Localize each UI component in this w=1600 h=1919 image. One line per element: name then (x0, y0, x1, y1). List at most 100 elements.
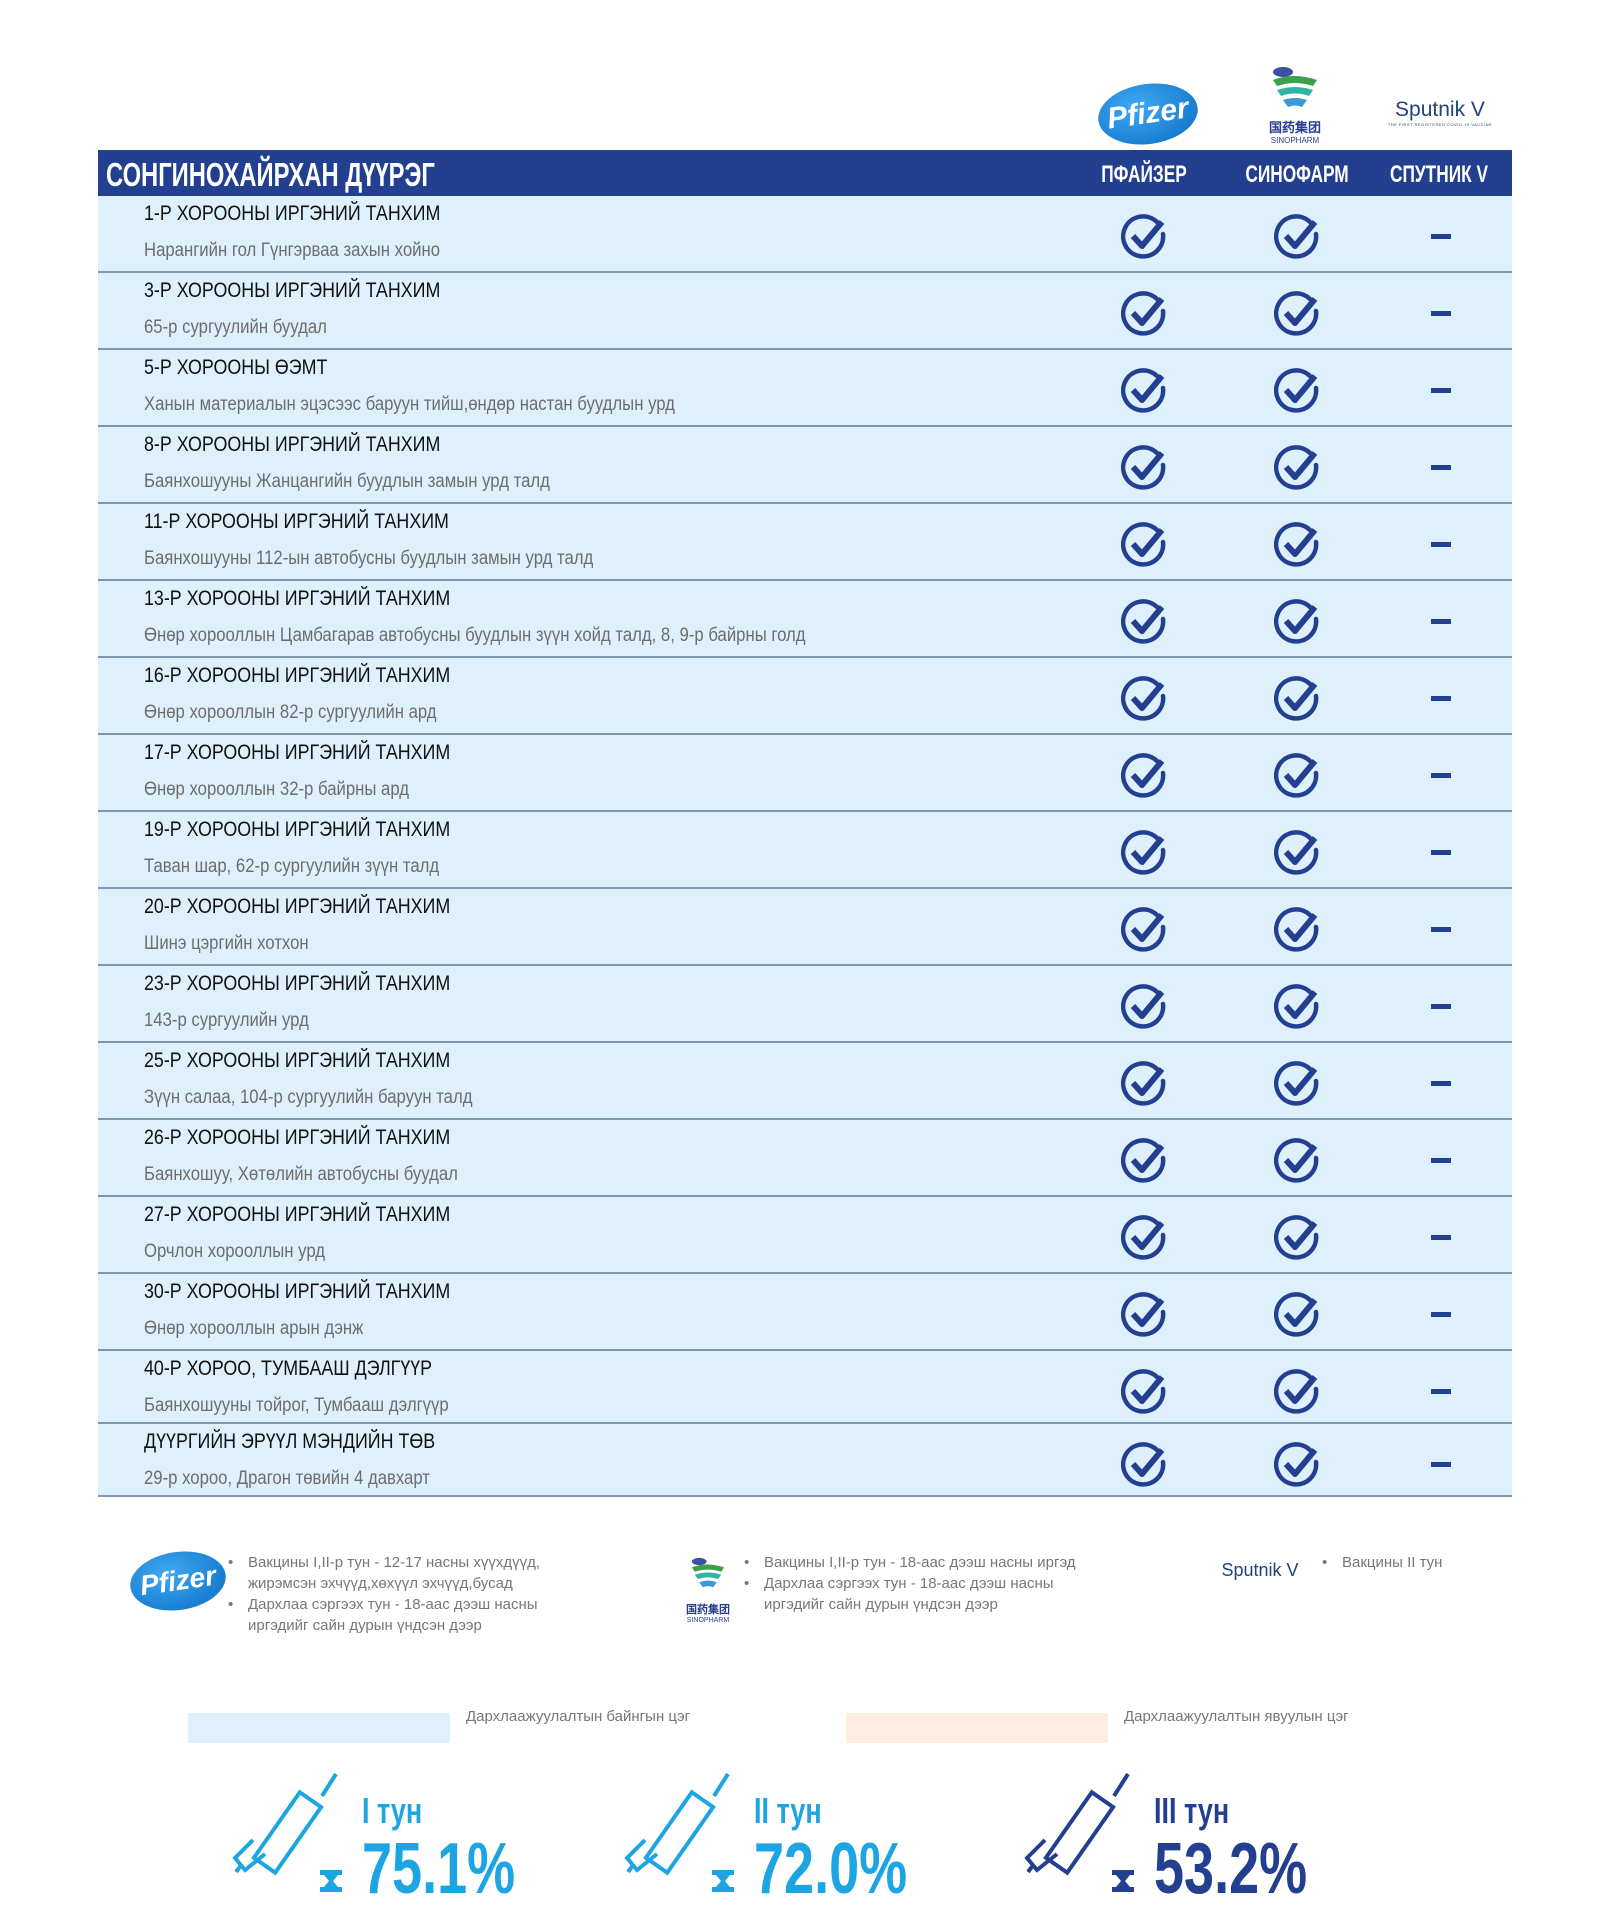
site-name: 13-Р ХОРООНЫ ИРГЭНИЙ ТАНХИМ (144, 587, 451, 610)
dash-icon (1431, 311, 1451, 316)
site-address: Өнөр хорооллын арын дэнж (144, 1318, 364, 1339)
mobile-site-label: Дархлаажуулалтын явуулын цэг (1124, 1708, 1349, 1725)
check-circle-icon (1273, 291, 1320, 337)
check-circle-icon (1120, 1215, 1167, 1261)
fixed-site-swatch (188, 1713, 450, 1743)
pfizer-legend: Вакцины I,II-р тун - 12-17 насны хүүхдүү… (228, 1552, 568, 1636)
dose-label: III тун (1154, 1790, 1230, 1831)
check-circle-icon (1273, 1292, 1320, 1338)
site-address: 143-р сургуулийн урд (144, 1010, 309, 1031)
dash-icon (1431, 542, 1451, 547)
dash-icon (1431, 1462, 1451, 1467)
dose-percent: 53.2% (1154, 1829, 1308, 1909)
vaccination-sites-table: 1-Р ХОРООНЫ ИРГЭНИЙ ТАНХИМ Нарангийн гол… (98, 196, 1512, 1497)
legend-item: Вакцины II тун (1322, 1552, 1522, 1573)
site-address: 65-р сургуулийн буудал (144, 317, 327, 338)
fixed-site-label: Дархлаажуулалтын байнгын цэг (466, 1708, 691, 1725)
column-sputnik: СПУТНИК V (1390, 161, 1488, 188)
check-circle-icon (1120, 214, 1167, 260)
table-row: 26-Р ХОРООНЫ ИРГЭНИЙ ТАНХИМ Баянхошуу, Х… (98, 1120, 1512, 1197)
site-address: Таван шар, 62-р сургуулийн зүүн талд (144, 856, 440, 877)
table-row: 16-Р ХОРООНЫ ИРГЭНИЙ ТАНХИМ Өнөр хороолл… (98, 658, 1512, 735)
site-name: 5-Р ХОРООНЫ ӨЭМТ (144, 356, 328, 379)
check-circle-icon (1120, 1292, 1167, 1338)
check-circle-icon (1273, 214, 1320, 260)
dash-icon (1431, 1158, 1451, 1163)
site-address: Ханын материалын эцэсээс баруун тийш,өнд… (144, 394, 675, 415)
site-name: 3-Р ХОРООНЫ ИРГЭНИЙ ТАНХИМ (144, 279, 441, 302)
site-address: Зүүн салаа, 104-р сургуулийн баруун талд (144, 1087, 473, 1108)
table-row: 1-Р ХОРООНЫ ИРГЭНИЙ ТАНХИМ Нарангийн гол… (98, 196, 1512, 273)
dash-icon (1431, 1235, 1451, 1240)
table-row: 40-Р ХОРОО, ТУМБААШ ДЭЛГҮҮР Баянхошууны … (98, 1351, 1512, 1424)
site-address: Баянхошууны Жанцангийн буудлын замын урд… (144, 471, 550, 492)
check-circle-icon (1120, 907, 1167, 953)
check-circle-icon (1273, 984, 1320, 1030)
sputnik-legend-logo: Sputnik V (1221, 1560, 1299, 1580)
dose-percent: 72.0% (754, 1829, 908, 1909)
site-name: 16-Р ХОРООНЫ ИРГЭНИЙ ТАНХИМ (144, 664, 451, 687)
site-address: Нарангийн гол Гүнгэрваа захын хойно (144, 240, 441, 261)
site-address: Баянхошууны тойрог, Тумбааш дэлгүүр (144, 1395, 449, 1416)
check-circle-icon (1120, 522, 1167, 568)
site-address: Өнөр хорооллын 82-р сургуулийн ард (144, 702, 437, 723)
dash-icon (1431, 696, 1451, 701)
site-address: Баянхошууны 112-ын автобусны буудлын зам… (144, 548, 594, 569)
site-address: Өнөр хорооллын 32-р байрны ард (144, 779, 410, 800)
sinopharm-en: SINOPHARM (686, 1617, 730, 1624)
check-circle-icon (1120, 830, 1167, 876)
syringe-icon (232, 1772, 342, 1892)
dash-icon (1431, 850, 1451, 855)
check-circle-icon (1273, 830, 1320, 876)
legend-item: Вакцины I,II-р тун - 12-17 насны хүүхдүү… (228, 1552, 568, 1594)
check-circle-icon (1273, 676, 1320, 722)
dose-label: I тун (362, 1790, 423, 1831)
site-name: ДҮҮРГИЙН ЭРҮҮЛ МЭНДИЙН ТӨВ (144, 1430, 436, 1453)
check-circle-icon (1273, 1442, 1320, 1488)
table-row: 8-Р ХОРООНЫ ИРГЭНИЙ ТАНХИМ Баянхошууны Ж… (98, 427, 1512, 504)
dash-icon (1431, 1312, 1451, 1317)
table-row: 30-Р ХОРООНЫ ИРГЭНИЙ ТАНХИМ Өнөр хороолл… (98, 1274, 1512, 1351)
dash-icon (1431, 619, 1451, 624)
check-circle-icon (1120, 984, 1167, 1030)
check-circle-icon (1273, 1061, 1320, 1107)
check-circle-icon (1273, 907, 1320, 953)
table-row: ДҮҮРГИЙН ЭРҮҮЛ МЭНДИЙН ТӨВ 29-р хороо, Д… (98, 1424, 1512, 1497)
site-address: Өнөр хорооллын Цамбагарав автобусны бууд… (144, 625, 806, 646)
dash-icon (1431, 1389, 1451, 1394)
check-circle-icon (1120, 599, 1167, 645)
check-circle-icon (1120, 291, 1167, 337)
table-row: 25-Р ХОРООНЫ ИРГЭНИЙ ТАНХИМ Зүүн салаа, … (98, 1043, 1512, 1120)
check-circle-icon (1120, 445, 1167, 491)
check-circle-icon (1273, 445, 1320, 491)
dose-stat: III тун 53.2% (1020, 1770, 1340, 1909)
check-circle-icon (1120, 368, 1167, 414)
dash-icon (1431, 773, 1451, 778)
table-header: СОНГИНОХАЙРХАН ДҮҮРЭГ ПФАЙЗЕР СИНОФАРМ С… (98, 150, 1512, 196)
dose-stat: I тун 75.1% (228, 1770, 548, 1909)
site-name: 8-Р ХОРООНЫ ИРГЭНИЙ ТАНХИМ (144, 433, 441, 456)
table-row: 3-Р ХОРООНЫ ИРГЭНИЙ ТАНХИМ 65-р сургуули… (98, 273, 1512, 350)
site-address: Шинэ цэргийн хотхон (144, 933, 309, 954)
table-row: 20-Р ХОРООНЫ ИРГЭНИЙ ТАНХИМ Шинэ цэргийн… (98, 889, 1512, 966)
column-pfizer: ПФАЙЗЕР (1101, 161, 1187, 188)
pfizer-legend-logo: Pfizer (126, 1545, 230, 1617)
dose-label: II тун (754, 1790, 822, 1831)
site-name: 40-Р ХОРОО, ТУМБААШ ДЭЛГҮҮР (144, 1357, 433, 1380)
dash-icon (1431, 1081, 1451, 1086)
check-circle-icon (1273, 1369, 1320, 1415)
table-row: 19-Р ХОРООНЫ ИРГЭНИЙ ТАНХИМ Таван шар, 6… (98, 812, 1512, 889)
district-title: СОНГИНОХАЙРХАН ДҮҮРЭГ (106, 156, 435, 193)
legend-item: Дархлаа сэргээх тун - 18-аас дээш насны … (744, 1573, 1104, 1615)
table-row: 5-Р ХОРООНЫ ӨЭМТ Ханын материалын эцэсээ… (98, 350, 1512, 427)
site-name: 1-Р ХОРООНЫ ИРГЭНИЙ ТАНХИМ (144, 202, 441, 225)
table-row: 27-Р ХОРООНЫ ИРГЭНИЙ ТАНХИМ Орчлон хороо… (98, 1197, 1512, 1274)
site-name: 19-Р ХОРООНЫ ИРГЭНИЙ ТАНХИМ (144, 818, 451, 841)
check-circle-icon (1120, 1138, 1167, 1184)
site-address: Баянхошуу, Хөтөлийн автобусны буудал (144, 1164, 458, 1185)
check-circle-icon (1273, 599, 1320, 645)
sputnik-legend: Вакцины II тун (1322, 1552, 1522, 1573)
site-address: Орчлон хорооллын урд (144, 1241, 326, 1262)
sinopharm-legend-logo: 国药集团 SINOPHARM (678, 1552, 738, 1624)
dash-icon (1431, 927, 1451, 932)
